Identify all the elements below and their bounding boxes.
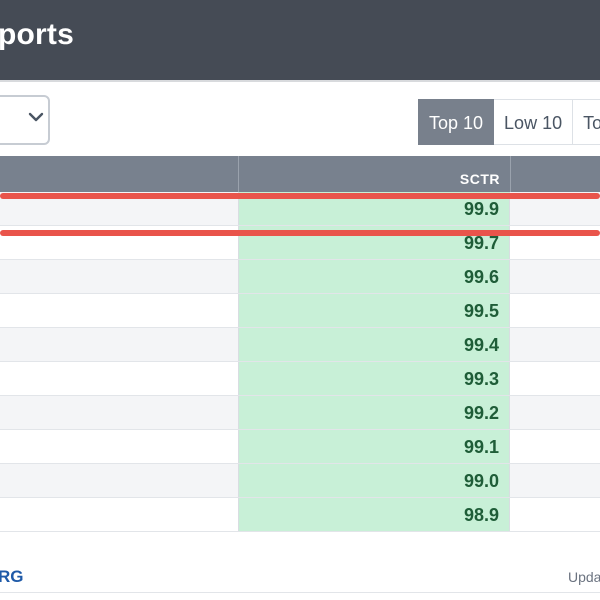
column-divider	[510, 156, 511, 192]
table-body: 99.9 99.7 99.6 99.5 99.4 99.3 99.2 99.1 …	[0, 192, 600, 532]
sctr-value: 98.9	[463, 505, 499, 525]
sctr-value: 99.2	[463, 403, 499, 423]
sctr-value: 99.5	[463, 301, 499, 321]
sctr-cell: 99.1	[238, 430, 510, 463]
highlight-line-top	[0, 193, 600, 199]
sctr-value: 99.3	[463, 369, 499, 389]
low-10-button[interactable]: Low 10	[494, 99, 574, 145]
sctr-value: 99.9	[463, 199, 499, 219]
footer-divider	[0, 592, 600, 593]
sctr-cell: 99.3	[238, 362, 510, 395]
top-10-button[interactable]: Top 10	[418, 99, 495, 145]
table-row[interactable]: 99.6	[0, 260, 600, 294]
sctr-column-header[interactable]: SCTR	[459, 171, 500, 187]
sctr-cell: 98.9	[238, 498, 510, 531]
sctr-value: 99.6	[463, 267, 499, 287]
table-header: SCTR	[0, 156, 600, 192]
sctr-value: 99.0	[463, 471, 499, 491]
table-row[interactable]: 99.4	[0, 328, 600, 362]
sctr-value: 99.1	[463, 437, 499, 457]
sctr-cell: 99.0	[238, 464, 510, 497]
sctr-value: 99.7	[463, 233, 499, 253]
range-button-group: Top 10 Low 10 Top	[418, 99, 600, 145]
top-button[interactable]: Top	[573, 99, 600, 145]
table-row[interactable]: 99.2	[0, 396, 600, 430]
sctr-cell: 99.2	[238, 396, 510, 429]
page-title: ports	[0, 18, 74, 51]
sctr-value: 99.4	[463, 335, 499, 355]
table-row[interactable]: 99.1	[0, 430, 600, 464]
column-divider	[238, 156, 239, 192]
sctr-cell: 99.4	[238, 328, 510, 361]
sctr-cell: 99.6	[238, 260, 510, 293]
table-row[interactable]: 99.3	[0, 362, 600, 396]
table-row[interactable]: 99.5	[0, 294, 600, 328]
chevron-down-icon	[28, 112, 44, 122]
updated-text: Upda	[568, 569, 600, 585]
table-row[interactable]: 98.9	[0, 498, 600, 532]
sctr-cell: 99.5	[238, 294, 510, 327]
page-header: ports	[0, 0, 600, 80]
footer-link[interactable]: RG	[0, 567, 24, 586]
highlight-line-bottom	[0, 230, 600, 236]
header-divider	[0, 80, 600, 82]
table-row[interactable]: 99.0	[0, 464, 600, 498]
category-dropdown[interactable]	[0, 95, 50, 145]
